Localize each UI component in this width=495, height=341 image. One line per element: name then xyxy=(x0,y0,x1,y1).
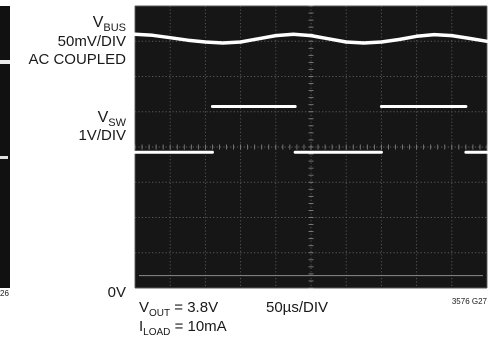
vout-main: V xyxy=(139,299,149,316)
left-panel-fragment: 26 xyxy=(0,6,10,298)
vbus-coupling-label: AC COUPLED xyxy=(28,51,126,68)
traces xyxy=(133,32,489,277)
vout-sub: OUT xyxy=(149,308,170,319)
left-panel-figure-id: 26 xyxy=(0,289,9,298)
vsw-label-sub: SW xyxy=(108,117,126,129)
vsw-label: VSW xyxy=(98,109,127,129)
channel-labels: VBUS 50mV/DIV AC COUPLED VSW 1V/DIV 0V xyxy=(28,14,126,301)
iload-main: I xyxy=(139,318,143,335)
iload-condition: ILOAD = 10mA xyxy=(139,318,227,338)
timebase-label: 50µs/DIV xyxy=(266,299,328,316)
iload-value: = 10mA xyxy=(170,318,226,335)
iload-sub: LOAD xyxy=(143,327,170,338)
vsw-label-main: V xyxy=(98,109,109,126)
vout-value: = 3.8V xyxy=(170,299,218,316)
vbus-label-main: V xyxy=(93,14,104,31)
test-conditions: VOUT = 3.8V ILOAD = 10mA 50µs/DIV 3576 G… xyxy=(139,297,488,338)
scope-screen xyxy=(133,5,489,289)
vbus-trace xyxy=(133,32,489,45)
vout-condition: VOUT = 3.8V xyxy=(139,299,218,319)
vbus-label: VBUS xyxy=(93,14,126,34)
vbus-label-sub: BUS xyxy=(103,22,126,34)
ground-label: 0V xyxy=(108,284,126,301)
figure-id: 3576 G27 xyxy=(452,297,488,306)
vbus-scale-label: 50mV/DIV xyxy=(58,33,126,50)
vsw-scale-label: 1V/DIV xyxy=(78,127,126,144)
